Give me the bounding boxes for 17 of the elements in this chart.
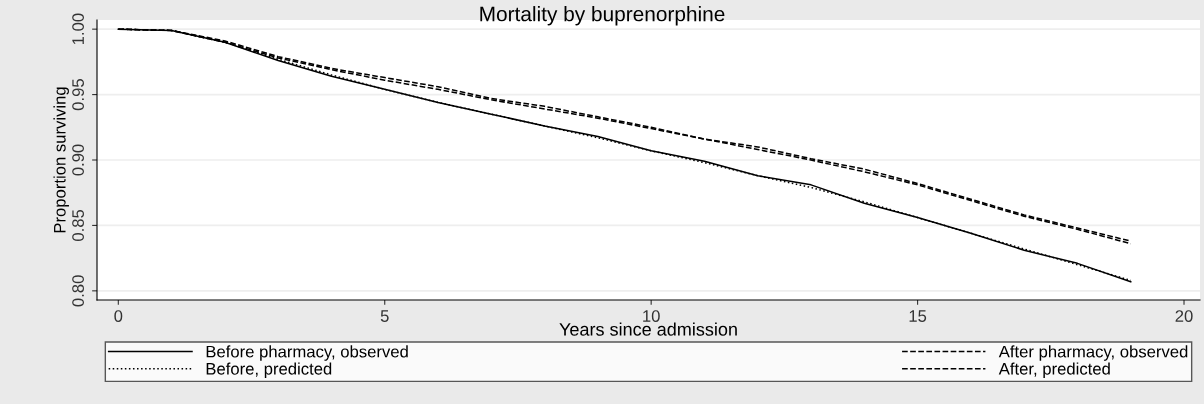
legend-label: After pharmacy, observed <box>998 345 1188 361</box>
x-tick-label: 15 <box>909 310 927 322</box>
legend-label: After, predicted <box>998 362 1110 379</box>
x-axis-title: Years since admission <box>559 322 737 336</box>
x-tick-label: 20 <box>1175 310 1193 322</box>
y-tick-label: 0.80 <box>72 275 84 307</box>
y-tick-label: 0.85 <box>72 209 84 241</box>
y-tick-label: 1.00 <box>72 13 84 45</box>
x-tick-label: 10 <box>643 310 660 322</box>
chart-title: Mortality by buprenorphine <box>480 6 725 26</box>
y-tick-label: 0.95 <box>72 79 84 111</box>
legend-label: Before pharmacy, observed <box>206 345 408 361</box>
y-tick-label: 0.90 <box>72 144 84 176</box>
x-tick-label: 0 <box>114 310 123 322</box>
x-tick-label: 5 <box>380 310 389 322</box>
legend-label: Before, predicted <box>206 362 332 379</box>
y-axis-title: Proportion surviving <box>53 87 69 233</box>
